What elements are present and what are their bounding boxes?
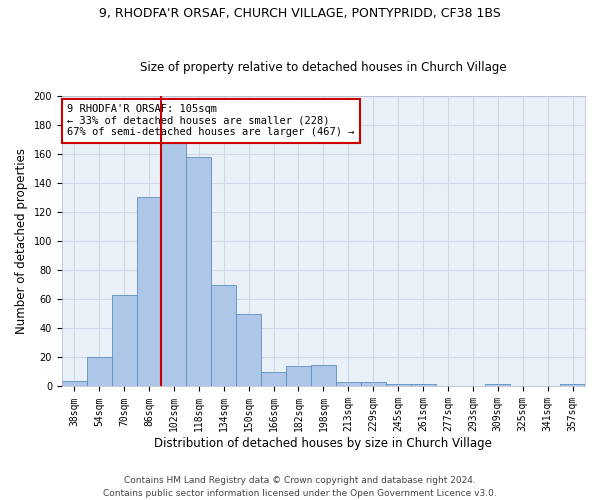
Bar <box>361 382 386 386</box>
Text: 9, RHODFA'R ORSAF, CHURCH VILLAGE, PONTYPRIDD, CF38 1BS: 9, RHODFA'R ORSAF, CHURCH VILLAGE, PONTY… <box>99 8 501 20</box>
Text: Contains HM Land Registry data © Crown copyright and database right 2024.
Contai: Contains HM Land Registry data © Crown c… <box>103 476 497 498</box>
Bar <box>137 198 161 386</box>
Bar <box>336 382 361 386</box>
Bar <box>261 372 286 386</box>
Bar <box>386 384 410 386</box>
Bar <box>112 295 137 386</box>
Title: Size of property relative to detached houses in Church Village: Size of property relative to detached ho… <box>140 60 507 74</box>
Y-axis label: Number of detached properties: Number of detached properties <box>15 148 28 334</box>
Bar <box>86 358 112 386</box>
Bar <box>286 366 311 386</box>
Bar <box>211 284 236 386</box>
Bar <box>187 156 211 386</box>
Text: 9 RHODFA'R ORSAF: 105sqm
← 33% of detached houses are smaller (228)
67% of semi-: 9 RHODFA'R ORSAF: 105sqm ← 33% of detach… <box>67 104 355 138</box>
Bar <box>485 384 510 386</box>
Bar <box>311 364 336 386</box>
Bar <box>236 314 261 386</box>
X-axis label: Distribution of detached houses by size in Church Village: Distribution of detached houses by size … <box>154 437 493 450</box>
Bar <box>62 380 86 386</box>
Bar <box>560 384 585 386</box>
Bar <box>410 384 436 386</box>
Bar <box>161 142 187 386</box>
